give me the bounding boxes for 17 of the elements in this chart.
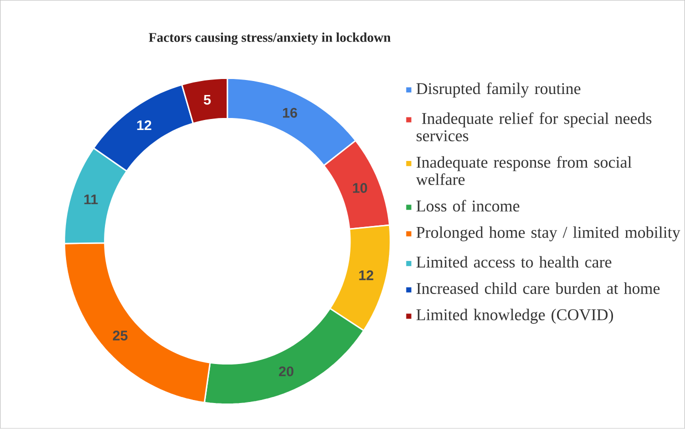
legend-label: Loss of income [416,200,520,212]
data-label: 16 [283,108,298,118]
chart-title: Factors causing stress/anxiety in lockdown [148,32,391,45]
data-label: 20 [278,366,294,376]
data-label: 25 [112,330,128,341]
legend-label: Inadequate relief for special needs services [416,112,652,142]
data-label: 11 [84,194,98,204]
legend-label: Limited access to health care [416,256,612,268]
data-label: 10 [353,183,368,194]
legend-label: Disrupted family routine [416,82,580,98]
legend-label: Prolonged home stay / limited mobility [416,226,680,242]
data-label: 5 [204,95,211,105]
data-label: 12 [137,120,152,130]
legend-label: Inadequate response from social welfare [416,156,632,186]
legend-label: Increased child care burden at home [416,282,660,294]
data-label: 12 [359,270,374,280]
legend-label: Limited knowledge (COVID) [416,308,613,324]
